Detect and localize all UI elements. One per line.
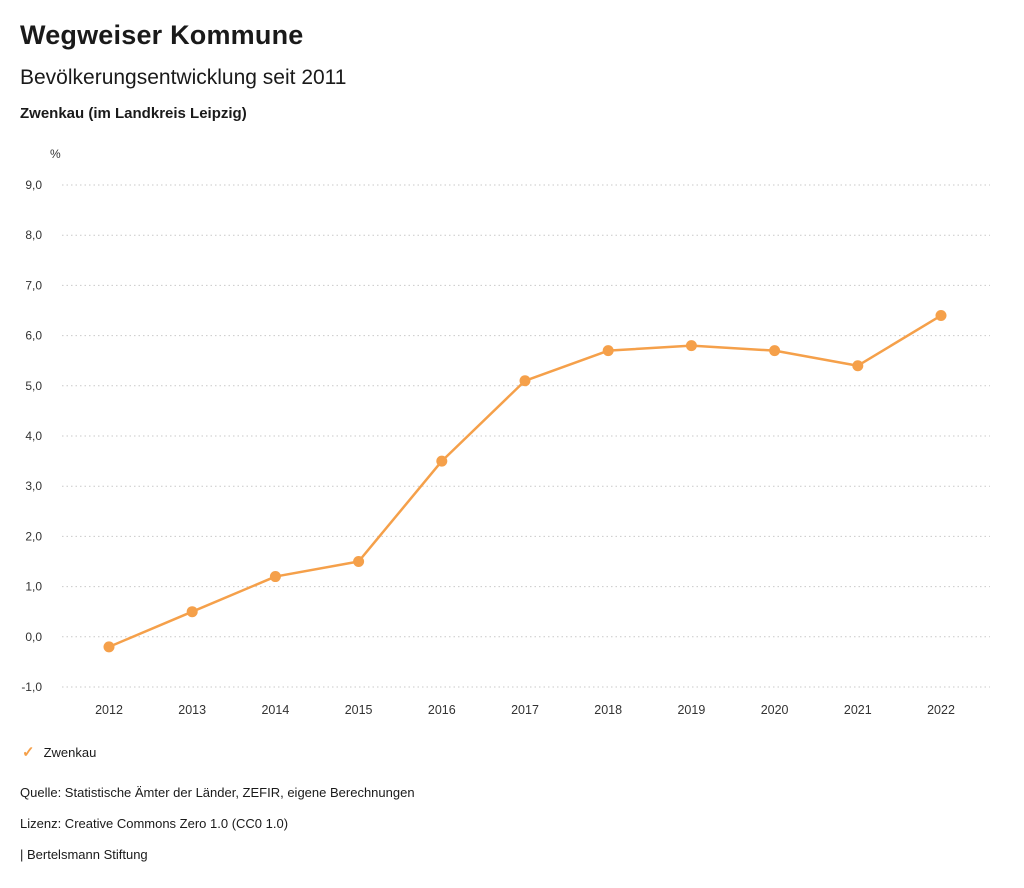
- legend-label: Zwenkau: [43, 745, 97, 760]
- x-tick-label: 2021: [844, 703, 872, 717]
- x-tick-label: 2014: [261, 703, 289, 717]
- x-tick-label: 2020: [761, 703, 789, 717]
- x-tick-label: 2015: [345, 703, 373, 717]
- y-tick-label: 3,0: [25, 479, 42, 493]
- check-icon: ✓: [22, 744, 35, 761]
- data-point-2016[interactable]: [436, 455, 448, 467]
- y-axis-unit-label: %: [50, 147, 61, 161]
- series-line-zwenkau: [108, 314, 942, 648]
- license-text: Lizenz: Creative Commons Zero 1.0 (CC0 1…: [20, 816, 289, 831]
- data-point-2022[interactable]: [935, 310, 947, 322]
- data-point-2021[interactable]: [852, 360, 864, 372]
- data-point-2019[interactable]: [685, 340, 697, 352]
- y-tick-label: 1,0: [25, 580, 42, 594]
- population-line-chart[interactable]: 9,0 8,0 7,0 6,0 5,0 4,0 3,0 2,0 1,0 0,0 -1,0 2012 20…: [0, 160, 1024, 735]
- x-tick-label: 2018: [594, 703, 622, 717]
- x-tick-label: 2022: [927, 703, 955, 717]
- y-tick-label: 5,0: [25, 379, 42, 393]
- x-tick-label: 2019: [677, 703, 705, 717]
- y-tick-label: 8,0: [25, 228, 42, 242]
- x-tick-label: 2013: [178, 703, 206, 717]
- y-tick-label: 7,0: [25, 278, 42, 292]
- legend-item-zwenkau[interactable]: ✓ Zwenkau: [22, 745, 96, 760]
- y-tick-label: 4,0: [25, 429, 42, 443]
- data-point-2012[interactable]: [103, 641, 115, 653]
- chart-title: Zwenkau (im Landkreis Leipzig): [20, 105, 247, 122]
- source-text: Quelle: Statistische Ämter der Länder, Z…: [20, 785, 415, 800]
- y-tick-label: 6,0: [25, 329, 42, 343]
- page-subtitle: Bevölkerungsentwicklung seit 2011: [20, 66, 347, 89]
- y-tick-label: 9,0: [25, 178, 42, 192]
- data-point-2017[interactable]: [519, 375, 531, 387]
- data-point-2015[interactable]: [353, 556, 365, 567]
- page-title: Wegweiser Kommune: [20, 20, 304, 50]
- y-tick-label: -1,0: [21, 680, 42, 694]
- data-point-2013[interactable]: [186, 606, 198, 618]
- x-tick-label: 2012: [95, 703, 123, 717]
- x-tick-label: 2017: [511, 703, 539, 717]
- y-tick-label: 0,0: [25, 630, 42, 644]
- x-tick-label: 2016: [428, 703, 456, 717]
- data-point-2018[interactable]: [602, 345, 614, 357]
- attribution-text: | Bertelsmann Stiftung: [20, 847, 148, 862]
- data-point-2020[interactable]: [769, 345, 781, 357]
- y-tick-label: 2,0: [25, 529, 42, 543]
- data-point-2014[interactable]: [269, 571, 281, 583]
